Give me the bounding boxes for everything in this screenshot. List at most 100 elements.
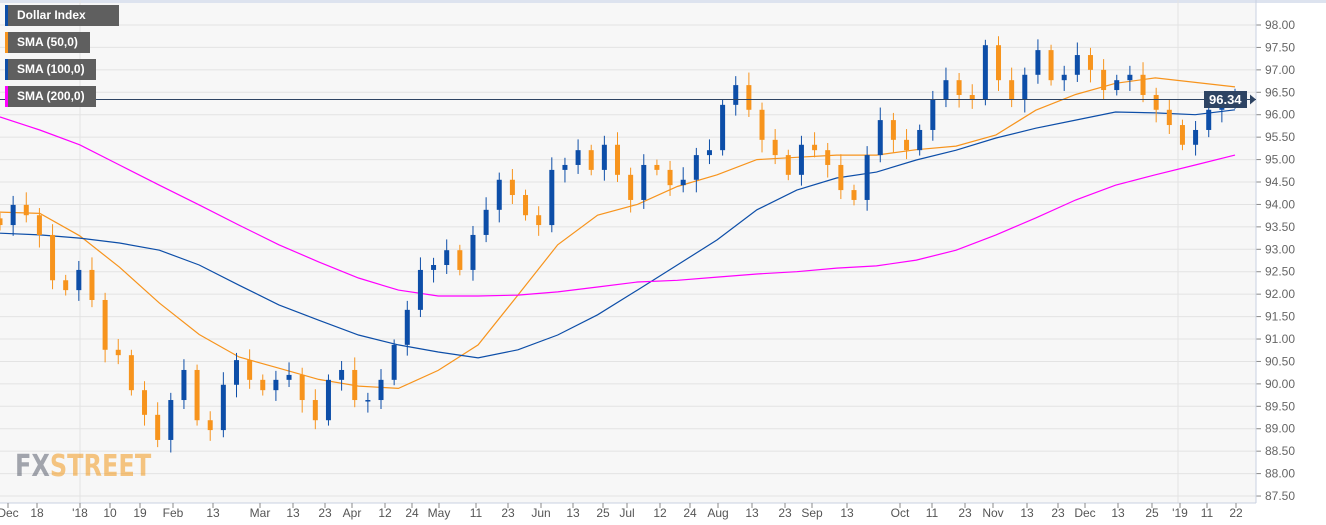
legend-sma100[interactable]: SMA (100,0) [5,59,96,80]
candle [50,224,56,290]
candle-body [1206,109,1212,130]
candle-body [233,360,239,385]
candle-body [378,379,384,401]
candle-body [50,234,56,281]
x-tick-label: 22 [1229,506,1243,520]
candle-body [641,164,647,200]
y-tick-label: 93.50 [1265,220,1295,234]
candle-body [693,155,699,180]
x-tick-label: Aug [707,506,728,520]
legend-sma50[interactable]: SMA (50,0) [5,32,90,53]
x-tick-label: 13 [206,506,220,520]
candle-body [956,80,962,95]
candle-body [247,360,253,380]
legend-swatch [5,5,8,26]
y-tick-label: 91.50 [1265,310,1295,324]
legend-dollar-index[interactable]: Dollar Index Spot [5,5,119,43]
candle-body [733,85,739,105]
candle-body [1193,129,1199,145]
candle-body [759,109,765,140]
candle-body [1153,94,1159,110]
x-tick-label: '19 [1172,506,1188,520]
candle [746,72,752,117]
last-price-pointer [1250,94,1256,105]
x-tick-label: 25 [1145,506,1159,520]
y-tick-label: 88.50 [1265,444,1295,458]
candle-body [391,344,397,380]
candle-body [365,400,371,402]
candle-body [601,144,607,170]
candle [733,76,739,116]
candle-body [404,309,410,345]
x-tick-label: 13 [745,506,759,520]
candle-body [10,204,16,226]
candle [181,359,187,410]
candle [523,189,529,221]
candle [549,157,555,233]
candle-body [76,269,82,291]
candle [759,102,765,153]
y-tick-label: 98.00 [1265,18,1295,32]
candle [536,206,542,236]
x-tick-label: 18 [30,506,44,520]
y-tick-label: 94.50 [1265,175,1295,189]
candle [982,39,988,106]
last-price-label: 96.34 [1204,91,1247,108]
candle-body [1166,109,1172,126]
x-tick-label: Nov [982,506,1003,520]
candle [1179,119,1185,151]
x-tick-label: 23 [778,506,792,520]
candle-body [1048,50,1054,81]
candle-body [0,218,3,226]
x-tick-label: 12 [378,506,392,520]
candle [0,212,3,231]
candle [207,411,213,441]
candle [825,142,831,178]
candle-body [1179,125,1185,145]
y-tick-label: 95.00 [1265,153,1295,167]
candle [470,225,476,281]
candle-body [273,379,279,391]
x-tick-label: 23 [318,506,332,520]
y-tick-label: 90.00 [1265,377,1295,391]
candle-body [667,169,673,186]
candle [680,167,686,193]
candle-body [549,169,555,226]
candle-body [128,355,134,391]
candle-body [680,179,686,186]
sma-line [0,77,1236,390]
candle-body [628,174,634,200]
candle-body [864,155,870,200]
candle-body [1074,55,1080,75]
logo-fx: FX [15,449,50,484]
candle-body [575,150,581,165]
candle-body [838,164,844,191]
candle [785,149,791,181]
candle-body [496,179,502,210]
candle-body [943,80,949,100]
candle [693,147,699,193]
candle-body [877,120,883,156]
candle-body [431,265,437,270]
candle [417,257,423,318]
candle-body [1101,69,1107,91]
candle [194,364,200,426]
candle-body [115,349,121,356]
candle [1101,59,1107,100]
legend-sma200[interactable]: SMA (200,0) [5,86,96,107]
candle [601,135,607,181]
candle-body [325,379,331,421]
candle-body [1087,55,1093,70]
candle-body [299,374,305,401]
candle [36,208,42,248]
candle-body [194,369,200,421]
candle-body [588,150,594,170]
x-tick-label: Feb [163,506,184,520]
x-tick-label: 23 [501,506,515,520]
x-tick-label: 25 [596,506,610,520]
legend-swatch [5,32,8,53]
candle-body [36,215,42,235]
candle-body [286,374,292,380]
candle [667,160,673,196]
